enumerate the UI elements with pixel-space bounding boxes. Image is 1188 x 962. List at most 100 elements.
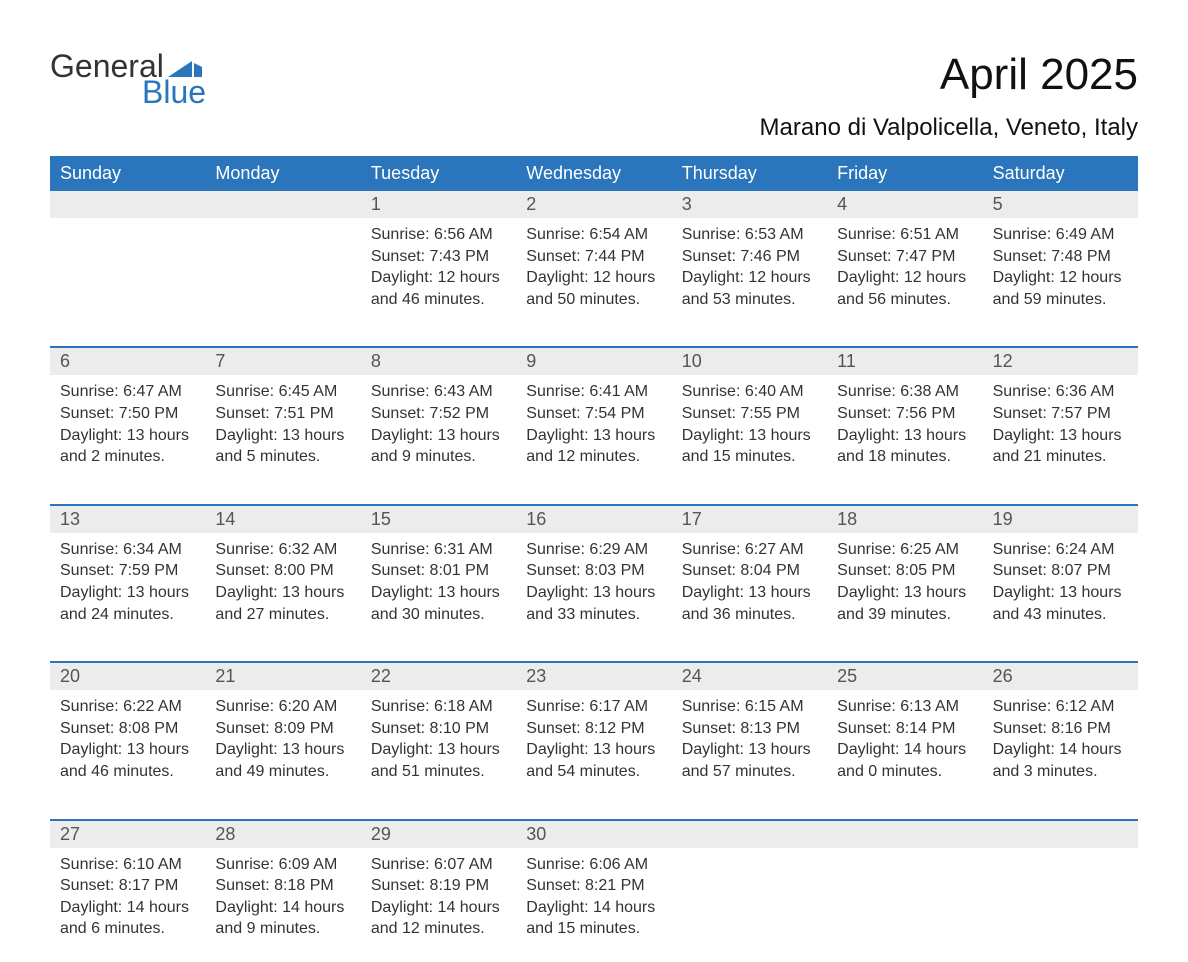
dayname-saturday: Saturday (983, 156, 1138, 191)
daylight-text: Daylight: 12 hours and 50 minutes. (526, 267, 661, 310)
day-cell: Sunrise: 6:22 AMSunset: 8:08 PMDaylight:… (50, 690, 205, 804)
sunrise-text: Sunrise: 6:25 AM (837, 539, 972, 561)
daylight-text: Daylight: 14 hours and 6 minutes. (60, 897, 195, 940)
daylight-text: Daylight: 13 hours and 51 minutes. (371, 739, 506, 782)
week-row: 20212223242526Sunrise: 6:22 AMSunset: 8:… (50, 661, 1138, 804)
week-row: 6789101112Sunrise: 6:47 AMSunset: 7:50 P… (50, 346, 1138, 489)
sunset-text: Sunset: 8:07 PM (993, 560, 1128, 582)
sunset-text: Sunset: 7:54 PM (526, 403, 661, 425)
day-number: 18 (827, 506, 982, 533)
sunrise-text: Sunrise: 6:53 AM (682, 224, 817, 246)
day-cell: Sunrise: 6:53 AMSunset: 7:46 PMDaylight:… (672, 218, 827, 332)
sunset-text: Sunset: 7:57 PM (993, 403, 1128, 425)
sunset-text: Sunset: 7:47 PM (837, 246, 972, 268)
logo-text2: Blue (50, 76, 206, 108)
daylight-text: Daylight: 13 hours and 46 minutes. (60, 739, 195, 782)
day-number: 1 (361, 191, 516, 218)
sunset-text: Sunset: 8:17 PM (60, 875, 195, 897)
sunrise-text: Sunrise: 6:54 AM (526, 224, 661, 246)
dayname-header: Sunday Monday Tuesday Wednesday Thursday… (50, 156, 1138, 191)
sunset-text: Sunset: 8:19 PM (371, 875, 506, 897)
sunset-text: Sunset: 7:55 PM (682, 403, 817, 425)
daylight-text: Daylight: 13 hours and 57 minutes. (682, 739, 817, 782)
dayname-wednesday: Wednesday (516, 156, 671, 191)
daylight-text: Daylight: 13 hours and 54 minutes. (526, 739, 661, 782)
sunrise-text: Sunrise: 6:07 AM (371, 854, 506, 876)
day-number: 19 (983, 506, 1138, 533)
day-cell: Sunrise: 6:54 AMSunset: 7:44 PMDaylight:… (516, 218, 671, 332)
day-number: 21 (205, 663, 360, 690)
sunset-text: Sunset: 7:48 PM (993, 246, 1128, 268)
sunset-text: Sunset: 8:05 PM (837, 560, 972, 582)
daylight-text: Daylight: 13 hours and 27 minutes. (215, 582, 350, 625)
week-row: 27282930Sunrise: 6:10 AMSunset: 8:17 PMD… (50, 819, 1138, 962)
week-row: 13141516171819Sunrise: 6:34 AMSunset: 7:… (50, 504, 1138, 647)
daylight-text: Daylight: 13 hours and 36 minutes. (682, 582, 817, 625)
day-number: 8 (361, 348, 516, 375)
day-cell (205, 218, 360, 332)
sunset-text: Sunset: 7:51 PM (215, 403, 350, 425)
day-cell: Sunrise: 6:15 AMSunset: 8:13 PMDaylight:… (672, 690, 827, 804)
sunrise-text: Sunrise: 6:06 AM (526, 854, 661, 876)
dayname-sunday: Sunday (50, 156, 205, 191)
day-cell: Sunrise: 6:47 AMSunset: 7:50 PMDaylight:… (50, 375, 205, 489)
daynum-row: 27282930 (50, 821, 1138, 848)
day-cell: Sunrise: 6:41 AMSunset: 7:54 PMDaylight:… (516, 375, 671, 489)
weeks-container: 12345Sunrise: 6:56 AMSunset: 7:43 PMDayl… (50, 191, 1138, 962)
sunset-text: Sunset: 8:18 PM (215, 875, 350, 897)
day-number: 4 (827, 191, 982, 218)
day-cell: Sunrise: 6:56 AMSunset: 7:43 PMDaylight:… (361, 218, 516, 332)
daynum-row: 12345 (50, 191, 1138, 218)
day-cell: Sunrise: 6:49 AMSunset: 7:48 PMDaylight:… (983, 218, 1138, 332)
day-number: 29 (361, 821, 516, 848)
daynum-row: 20212223242526 (50, 663, 1138, 690)
sunrise-text: Sunrise: 6:15 AM (682, 696, 817, 718)
daylight-text: Daylight: 14 hours and 3 minutes. (993, 739, 1128, 782)
sunset-text: Sunset: 8:13 PM (682, 718, 817, 740)
day-cell: Sunrise: 6:40 AMSunset: 7:55 PMDaylight:… (672, 375, 827, 489)
sunset-text: Sunset: 7:43 PM (371, 246, 506, 268)
sunrise-text: Sunrise: 6:13 AM (837, 696, 972, 718)
day-cell: Sunrise: 6:38 AMSunset: 7:56 PMDaylight:… (827, 375, 982, 489)
day-cell: Sunrise: 6:27 AMSunset: 8:04 PMDaylight:… (672, 533, 827, 647)
daylight-text: Daylight: 13 hours and 49 minutes. (215, 739, 350, 782)
day-number (50, 191, 205, 218)
sunset-text: Sunset: 8:04 PM (682, 560, 817, 582)
sunrise-text: Sunrise: 6:41 AM (526, 381, 661, 403)
day-cell (50, 218, 205, 332)
daylight-text: Daylight: 13 hours and 30 minutes. (371, 582, 506, 625)
sunrise-text: Sunrise: 6:36 AM (993, 381, 1128, 403)
day-cell (672, 848, 827, 962)
day-number: 17 (672, 506, 827, 533)
day-number: 27 (50, 821, 205, 848)
day-number: 14 (205, 506, 360, 533)
sunrise-text: Sunrise: 6:51 AM (837, 224, 972, 246)
day-cell: Sunrise: 6:13 AMSunset: 8:14 PMDaylight:… (827, 690, 982, 804)
day-cell: Sunrise: 6:36 AMSunset: 7:57 PMDaylight:… (983, 375, 1138, 489)
title-block: April 2025 Marano di Valpolicella, Venet… (760, 50, 1138, 142)
day-number: 5 (983, 191, 1138, 218)
day-cell: Sunrise: 6:17 AMSunset: 8:12 PMDaylight:… (516, 690, 671, 804)
sunset-text: Sunset: 7:56 PM (837, 403, 972, 425)
page-header: General Blue April 2025 Marano di Valpol… (50, 50, 1138, 142)
sunset-text: Sunset: 8:12 PM (526, 718, 661, 740)
daylight-text: Daylight: 13 hours and 15 minutes. (682, 425, 817, 468)
day-number: 22 (361, 663, 516, 690)
sunrise-text: Sunrise: 6:09 AM (215, 854, 350, 876)
sunrise-text: Sunrise: 6:43 AM (371, 381, 506, 403)
dayname-thursday: Thursday (672, 156, 827, 191)
day-number (205, 191, 360, 218)
month-title: April 2025 (760, 50, 1138, 100)
daylight-text: Daylight: 12 hours and 46 minutes. (371, 267, 506, 310)
day-cell: Sunrise: 6:32 AMSunset: 8:00 PMDaylight:… (205, 533, 360, 647)
daylight-text: Daylight: 13 hours and 2 minutes. (60, 425, 195, 468)
sunrise-text: Sunrise: 6:56 AM (371, 224, 506, 246)
sunrise-text: Sunrise: 6:45 AM (215, 381, 350, 403)
day-number: 11 (827, 348, 982, 375)
daylight-text: Daylight: 13 hours and 39 minutes. (837, 582, 972, 625)
day-cell: Sunrise: 6:45 AMSunset: 7:51 PMDaylight:… (205, 375, 360, 489)
sunset-text: Sunset: 7:52 PM (371, 403, 506, 425)
day-number: 26 (983, 663, 1138, 690)
daylight-text: Daylight: 12 hours and 59 minutes. (993, 267, 1128, 310)
day-number: 25 (827, 663, 982, 690)
